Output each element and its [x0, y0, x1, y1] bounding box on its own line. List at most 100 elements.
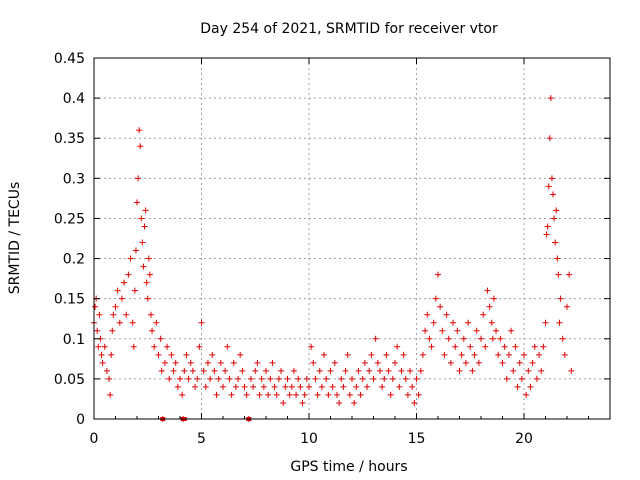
- data-point: [338, 375, 345, 382]
- data-point: [151, 343, 158, 350]
- data-point: [187, 359, 194, 366]
- x-tick-label: 15: [408, 431, 426, 447]
- data-point: [387, 391, 394, 398]
- data-point: [130, 343, 137, 350]
- y-axis-label: SRMTID / TECUs: [7, 182, 23, 295]
- data-point: [237, 351, 244, 358]
- data-point: [132, 247, 139, 254]
- data-point: [368, 351, 375, 358]
- data-point: [189, 367, 196, 374]
- data-point: [445, 335, 452, 342]
- data-point: [501, 343, 508, 350]
- data-point: [161, 359, 168, 366]
- data-point: [260, 383, 267, 390]
- data-point: [140, 263, 147, 270]
- data-point: [556, 319, 563, 326]
- data-point: [550, 191, 557, 198]
- data-point: [441, 351, 448, 358]
- data-point: [94, 327, 101, 334]
- data-point: [404, 391, 411, 398]
- data-point: [527, 383, 534, 390]
- data-point: [548, 175, 555, 182]
- data-point: [278, 367, 285, 374]
- data-point: [183, 351, 190, 358]
- data-point: [407, 367, 414, 374]
- data-point: [211, 367, 218, 374]
- data-point: [533, 375, 540, 382]
- data-point: [493, 327, 500, 334]
- points-layer: [91, 95, 575, 422]
- data-point: [400, 351, 407, 358]
- data-point: [364, 383, 371, 390]
- data-point: [239, 367, 246, 374]
- data-point: [488, 319, 495, 326]
- data-point: [551, 215, 558, 222]
- data-point: [194, 375, 201, 382]
- data-point: [495, 351, 502, 358]
- data-point: [544, 223, 551, 230]
- data-point: [545, 183, 552, 190]
- data-point: [141, 223, 148, 230]
- data-point: [402, 375, 409, 382]
- data-point: [286, 391, 293, 398]
- data-point: [409, 383, 416, 390]
- data-point: [301, 391, 308, 398]
- data-point: [430, 319, 437, 326]
- data-point: [123, 311, 130, 318]
- x-tick-label: 5: [197, 431, 206, 447]
- data-point: [426, 335, 433, 342]
- data-point: [147, 311, 154, 318]
- data-point: [413, 375, 420, 382]
- data-point: [209, 351, 216, 358]
- data-point: [226, 375, 233, 382]
- data-point: [505, 351, 512, 358]
- data-point: [475, 359, 482, 366]
- data-point: [531, 343, 538, 350]
- data-point: [96, 311, 103, 318]
- data-point: [523, 391, 530, 398]
- data-point: [158, 367, 165, 374]
- data-point: [321, 351, 328, 358]
- data-point: [103, 367, 110, 374]
- data-point: [529, 359, 536, 366]
- data-point: [312, 375, 319, 382]
- data-point: [217, 359, 224, 366]
- data-point: [331, 359, 338, 366]
- data-point: [557, 295, 564, 302]
- data-point: [568, 367, 575, 374]
- data-point: [489, 335, 496, 342]
- grid-layer: [94, 58, 610, 419]
- data-point: [510, 367, 517, 374]
- data-point: [263, 367, 269, 374]
- data-point: [146, 271, 153, 278]
- data-point: [181, 367, 188, 374]
- data-point: [267, 375, 274, 382]
- data-point: [357, 391, 364, 398]
- data-point: [454, 327, 461, 334]
- data-point: [198, 319, 205, 326]
- data-point: [142, 207, 149, 214]
- data-point: [424, 311, 431, 318]
- data-point: [155, 351, 162, 358]
- data-point: [303, 375, 310, 382]
- data-point: [497, 335, 504, 342]
- data-point: [355, 367, 362, 374]
- data-point: [308, 343, 315, 350]
- data-point: [374, 359, 381, 366]
- x-tick-label: 20: [515, 431, 533, 447]
- data-point: [192, 383, 199, 390]
- data-point: [168, 351, 175, 358]
- data-point: [314, 391, 321, 398]
- data-point: [143, 279, 150, 286]
- data-point: [366, 367, 373, 374]
- data-point: [381, 375, 388, 382]
- data-point: [250, 383, 257, 390]
- data-point: [547, 95, 554, 102]
- data-point: [462, 359, 469, 366]
- data-point: [106, 375, 113, 382]
- data-point: [478, 335, 484, 342]
- data-point: [98, 351, 105, 358]
- data-point: [394, 343, 401, 350]
- data-point: [428, 343, 435, 350]
- y-tick-label: 0.3: [63, 171, 85, 187]
